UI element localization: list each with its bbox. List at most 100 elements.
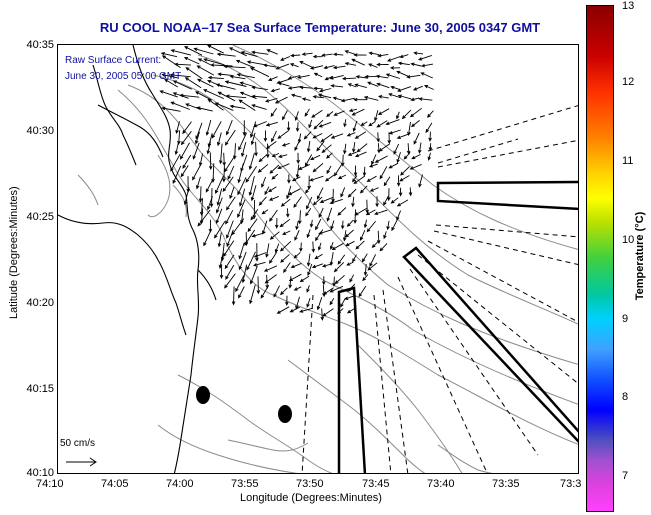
current-vector [170,153,181,172]
current-vector [364,74,377,79]
current-vector [159,90,178,98]
current-vector [277,154,288,158]
current-vector [306,253,311,267]
current-vector [164,78,179,88]
current-vector [265,121,278,127]
radar-sectors [337,180,578,473]
current-vector [317,93,332,99]
current-vector [238,286,245,299]
current-vector [194,131,200,145]
current-vector [237,177,247,196]
y-tick-label: 40:10 [26,467,54,479]
current-vector [203,230,212,247]
current-vector [428,131,432,142]
current-vector [203,89,224,100]
current-vector [340,97,355,103]
current-vector [180,165,189,178]
current-vector [215,175,224,195]
current-vector [352,120,358,132]
current-vector [413,51,424,55]
current-vector [269,252,278,264]
current-vector [247,218,258,233]
current-vector [280,254,290,263]
current-vector [290,262,302,269]
colorbar-tick-label: 10 [622,234,635,246]
current-vector [368,121,376,127]
current-vector [274,218,279,229]
current-vector [225,209,234,225]
current-vector [261,220,268,235]
current-vector [348,108,358,113]
current-vector [229,186,235,200]
current-vector [353,97,368,102]
current-vector [334,163,343,177]
current-vector [354,207,368,216]
current-vector [389,66,401,70]
current-vector [218,254,224,270]
scale-arrow [66,457,97,467]
current-vector [260,286,269,299]
current-vector [215,197,223,214]
current-vector [318,229,333,235]
current-vector [397,61,410,66]
current-vector [427,110,434,118]
current-vector [329,198,343,205]
x-tick-label: 73:3 [560,478,582,490]
current-vector [172,80,192,90]
current-vector [241,264,248,284]
current-vector [365,199,369,214]
current-vector [371,241,379,249]
current-vector [274,243,280,254]
current-vector [235,274,245,293]
current-vector [266,143,270,159]
current-vector [413,132,420,145]
current-vector [396,70,410,78]
current-vector [410,62,422,67]
current-vector [420,63,434,68]
current-vector [208,152,213,171]
current-vector [222,176,234,193]
x-tick-label: 73:45 [362,478,390,490]
current-vector [318,207,324,219]
current-vector [279,287,288,296]
current-vector [303,131,312,140]
current-vector [321,144,332,154]
current-vector [207,79,223,88]
current-vector [332,276,336,287]
current-vector [388,162,399,169]
current-vector [277,163,290,170]
current-vector [379,166,388,180]
current-vector [183,56,200,65]
current-vector [393,143,400,155]
current-vector [265,141,277,150]
x-tick-label: 74:05 [101,478,129,490]
current-vector [294,141,300,152]
current-vector [226,196,236,211]
current-vector [263,130,268,143]
current-vector [174,62,192,67]
current-vector [215,83,236,90]
current-vector [251,104,267,110]
current-vector [197,209,211,227]
current-vector [428,143,433,152]
current-vector [282,230,291,235]
current-vector [320,308,325,321]
current-vector [329,285,344,293]
current-vector [312,163,324,173]
current-vector [401,109,412,120]
current-vector [385,119,400,126]
current-vector [352,142,356,153]
current-vector [323,65,335,70]
x-tick-label: 74:10 [36,478,64,490]
current-vector [352,254,357,263]
current-vector [297,133,302,144]
current-vector [400,166,410,176]
current-vector [160,52,178,58]
current-vector [299,307,313,313]
current-vector [346,132,356,137]
current-vector [251,94,268,99]
current-vector [298,210,302,225]
current-vector [306,229,311,239]
current-vector [238,251,247,271]
current-vector [324,75,333,81]
